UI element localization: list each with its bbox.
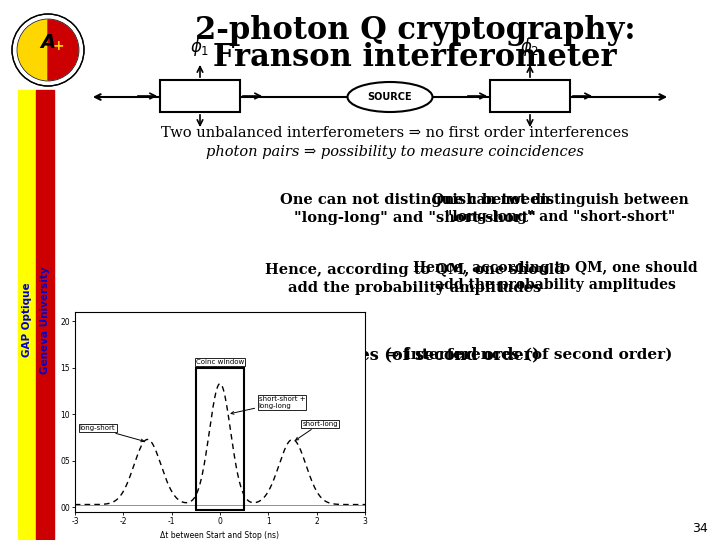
Text: 2-photon Q cryptography:: 2-photon Q cryptography: <box>194 15 635 45</box>
Text: add the probability amplitudes: add the probability amplitudes <box>435 278 675 292</box>
Circle shape <box>12 14 84 86</box>
Text: short-long: short-long <box>296 421 338 440</box>
Text: $\phi_2$: $\phi_2$ <box>521 36 539 58</box>
Bar <box>36 90 54 540</box>
Text: 34: 34 <box>692 522 708 535</box>
Text: One can not distinguish between: One can not distinguish between <box>280 193 550 207</box>
Text: A: A <box>40 33 55 52</box>
Text: "long-long" and "short-short": "long-long" and "short-short" <box>445 210 675 224</box>
Text: +: + <box>52 39 63 53</box>
Text: "long-long" and "short-short": "long-long" and "short-short" <box>294 211 536 225</box>
Text: ⇒ interferences (of second order): ⇒ interferences (of second order) <box>387 348 672 362</box>
Text: GAP Optique: GAP Optique <box>22 282 32 357</box>
Text: short-short +
long-long: short-short + long-long <box>231 396 305 414</box>
X-axis label: Δt between Start and Stop (ns): Δt between Start and Stop (ns) <box>161 531 279 540</box>
Ellipse shape <box>348 82 433 112</box>
Text: Geneva University: Geneva University <box>40 266 50 374</box>
Bar <box>196 368 244 510</box>
Text: add the probability amplitudes: add the probability amplitudes <box>289 281 541 295</box>
Text: long-short: long-short <box>80 426 144 442</box>
Bar <box>490 80 570 112</box>
Bar <box>18 90 36 540</box>
Text: Hence, according to QM, one should: Hence, according to QM, one should <box>413 261 697 275</box>
Text: Franson interferometer: Franson interferometer <box>213 42 617 72</box>
Text: $\phi_1$: $\phi_1$ <box>190 36 210 58</box>
Bar <box>160 80 240 112</box>
Text: SOURCE: SOURCE <box>368 92 413 102</box>
Text: ⇒ interferences (of second order): ⇒ interferences (of second order) <box>240 347 540 363</box>
Text: Two unbalanced interferometers ⇒ no first order interferences: Two unbalanced interferometers ⇒ no firs… <box>161 126 629 140</box>
Wedge shape <box>48 20 78 80</box>
Text: photon pairs ⇒ possibility to measure coincidences: photon pairs ⇒ possibility to measure co… <box>206 145 584 159</box>
Text: Coinc window: Coinc window <box>196 359 244 365</box>
Text: One can not distinguish between: One can not distinguish between <box>431 193 688 207</box>
Text: Hence, according to QM, one should: Hence, according to QM, one should <box>265 263 564 277</box>
Wedge shape <box>18 20 48 80</box>
